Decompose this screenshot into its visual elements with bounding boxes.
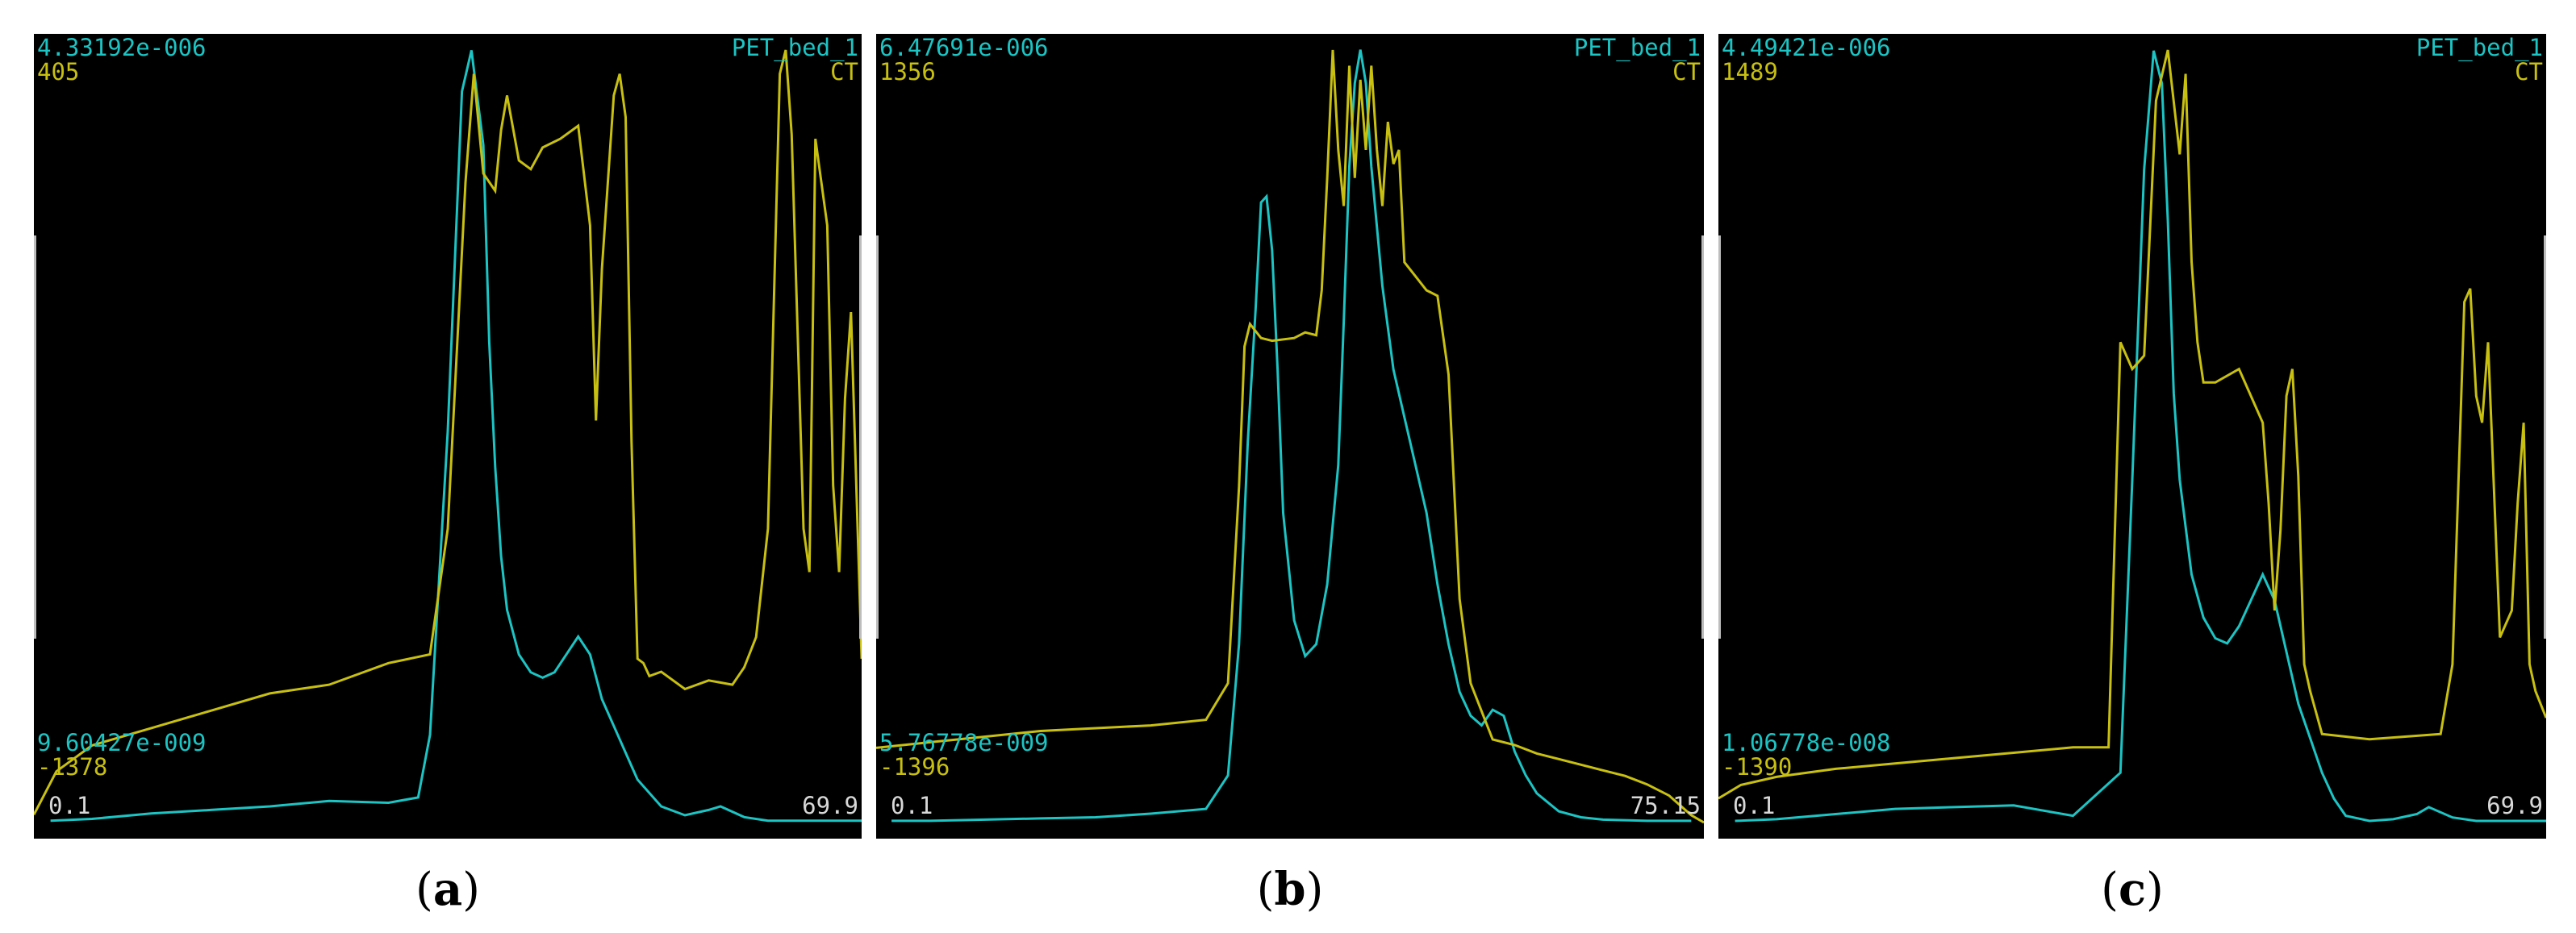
ct-max-label: 1489 (1722, 58, 1778, 85)
pet-line (1735, 50, 2546, 823)
pet-series-label: PET_bed_1 (2415, 34, 2543, 61)
ct-line (1718, 49, 2546, 800)
ct-min-label: -1378 (37, 753, 108, 781)
right-scale-marker (859, 235, 862, 639)
pet-max-label: 6.47691e-006 (879, 34, 1049, 61)
ct-series-label: CT (2515, 58, 2543, 85)
ct-line (34, 49, 862, 815)
ct-max-label: 1356 (879, 58, 936, 85)
ct-min-label: -1396 (879, 753, 950, 781)
ct-min-label: -1390 (1722, 753, 1793, 781)
pet-series-label: PET_bed_1 (1573, 34, 1701, 61)
left-scale-marker (876, 235, 879, 639)
x-end-label: 69.9 (2486, 792, 2543, 819)
right-scale-marker (2544, 235, 2546, 639)
x-end-label: 75.15 (1630, 792, 1701, 819)
chart-panel-c: 4.49421e-006 1489 PET_bed_1 CT 1.06778e-… (1718, 34, 2546, 839)
x-start-label: 0.1 (891, 792, 933, 819)
pet-min-label: 5.76778e-009 (879, 729, 1049, 756)
right-scale-marker (1701, 235, 1704, 639)
plot-area (876, 49, 1704, 824)
plot-area (1718, 49, 2546, 823)
x-start-label: 0.1 (48, 792, 91, 819)
x-start-label: 0.1 (1733, 792, 1776, 819)
pet-max-label: 4.33192e-006 (37, 34, 207, 61)
left-scale-marker (1718, 235, 1721, 639)
ct-series-label: CT (1672, 58, 1701, 85)
pet-min-label: 1.06778e-008 (1722, 729, 1891, 756)
panel-caption-c: (c) (2101, 863, 2164, 916)
pet-line (50, 50, 862, 823)
chart-panel-b: 6.47691e-006 1356 PET_bed_1 CT 5.76778e-… (876, 34, 1704, 839)
plot-area (34, 49, 862, 823)
panel-caption-b: (b) (1256, 863, 1324, 916)
pet-series-label: PET_bed_1 (731, 34, 858, 61)
chart-panel-a: 4.33192e-006 405 PET_bed_1 CT 9.60427e-0… (34, 34, 862, 839)
panel-caption-a: (a) (415, 863, 480, 916)
pet-line (891, 49, 1692, 823)
pet-min-label: 9.60427e-009 (37, 729, 207, 756)
ct-series-label: CT (830, 58, 858, 85)
ct-max-label: 405 (37, 58, 80, 85)
pet-max-label: 4.49421e-006 (1722, 34, 1891, 61)
x-end-label: 69.9 (802, 792, 858, 819)
ct-line (876, 49, 1704, 824)
left-scale-marker (34, 235, 36, 639)
